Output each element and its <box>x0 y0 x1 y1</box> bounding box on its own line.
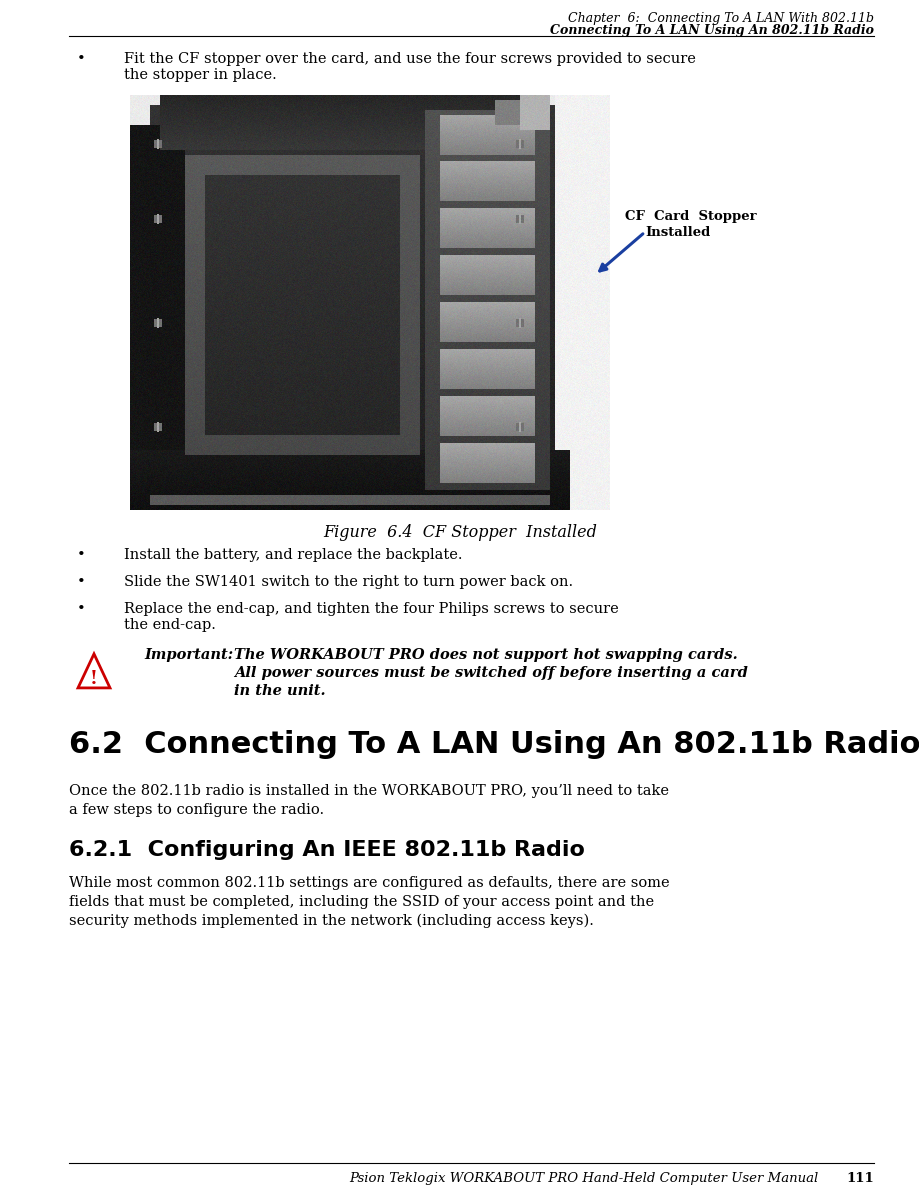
Text: Important:: Important: <box>144 648 233 662</box>
Text: •: • <box>77 575 85 589</box>
Text: Chapter  6:  Connecting To A LAN With 802.11b: Chapter 6: Connecting To A LAN With 802.… <box>567 12 873 25</box>
Text: While most common 802.11b settings are configured as defaults, there are some: While most common 802.11b settings are c… <box>69 876 669 891</box>
Text: 6.2.1  Configuring An IEEE 802.11b Radio: 6.2.1 Configuring An IEEE 802.11b Radio <box>69 840 584 859</box>
Text: Install the battery, and replace the backplate.: Install the battery, and replace the bac… <box>124 548 462 563</box>
Text: in the unit.: in the unit. <box>233 683 325 698</box>
Text: the stopper in place.: the stopper in place. <box>124 68 277 83</box>
Text: Figure  6.4  CF Stopper  Installed: Figure 6.4 CF Stopper Installed <box>323 524 596 541</box>
Text: 6.2  Connecting To A LAN Using An 802.11b Radio: 6.2 Connecting To A LAN Using An 802.11b… <box>69 730 919 759</box>
Text: •: • <box>77 51 85 66</box>
Text: the end-cap.: the end-cap. <box>124 618 216 632</box>
Text: All power sources must be switched off before inserting a card: All power sources must be switched off b… <box>233 666 747 680</box>
Text: fields that must be completed, including the SSID of your access point and the: fields that must be completed, including… <box>69 895 653 909</box>
Text: Slide the SW1401 switch to the right to turn power back on.: Slide the SW1401 switch to the right to … <box>124 575 573 589</box>
Text: The WORKABOUT PRO does not support hot swapping cards.: The WORKABOUT PRO does not support hot s… <box>233 648 737 662</box>
Polygon shape <box>78 654 110 688</box>
Text: •: • <box>77 602 85 616</box>
Text: Installed: Installed <box>644 226 709 239</box>
Text: !: ! <box>90 670 97 688</box>
Text: security methods implemented in the network (including access keys).: security methods implemented in the netw… <box>69 915 594 929</box>
Text: Connecting To A LAN Using An 802.11b Radio: Connecting To A LAN Using An 802.11b Rad… <box>550 24 873 37</box>
Text: Psion Teklogix WORKABOUT PRO Hand-Held Computer User Manual: Psion Teklogix WORKABOUT PRO Hand-Held C… <box>349 1172 818 1185</box>
Text: •: • <box>77 548 85 563</box>
Text: CF  Card  Stopper: CF Card Stopper <box>624 209 755 223</box>
Text: Fit the CF stopper over the card, and use the four screws provided to secure: Fit the CF stopper over the card, and us… <box>124 51 696 66</box>
Text: 111: 111 <box>845 1172 873 1185</box>
Text: a few steps to configure the radio.: a few steps to configure the radio. <box>69 803 323 818</box>
Text: Replace the end-cap, and tighten the four Philips screws to secure: Replace the end-cap, and tighten the fou… <box>124 602 618 616</box>
Text: Once the 802.11b radio is installed in the WORKABOUT PRO, you’ll need to take: Once the 802.11b radio is installed in t… <box>69 784 668 798</box>
